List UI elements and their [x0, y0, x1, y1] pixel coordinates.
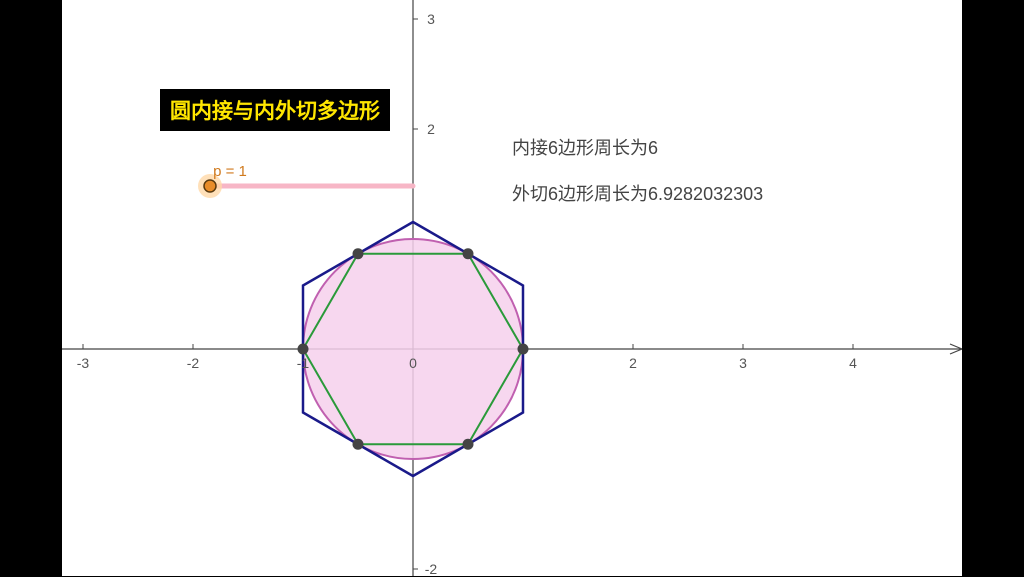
unit-circle: [303, 239, 523, 459]
x-tick-label: 2: [629, 355, 637, 371]
x-tick-label: 3: [739, 355, 747, 371]
tangent-point: [353, 439, 364, 450]
x-tick-label: 4: [849, 355, 857, 371]
tangent-point: [298, 344, 309, 355]
x-tick-label: -1: [297, 355, 309, 371]
info-inscribed: 内接6边形周长为6: [512, 134, 658, 160]
x-tick-label: 0: [409, 355, 417, 371]
y-tick-label: 3: [427, 11, 435, 27]
plot-svg: [62, 0, 962, 576]
plot-stage: 圆内接与内外切多边形 内接6边形周长为6 外切6边形周长为6.928203230…: [62, 0, 962, 576]
tangent-point: [463, 248, 474, 259]
x-tick-label: -2: [187, 355, 199, 371]
x-tick-label: -3: [77, 355, 89, 371]
y-tick-label: -2: [425, 561, 437, 577]
slider-label: p = 1: [213, 163, 247, 180]
y-tick-label: 2: [427, 121, 435, 137]
tangent-point: [353, 248, 364, 259]
slider-knob[interactable]: [204, 180, 216, 192]
tangent-point: [463, 439, 474, 450]
title-box: 圆内接与内外切多边形: [160, 89, 390, 131]
tangent-point: [518, 344, 529, 355]
info-circumscribed: 外切6边形周长为6.9282032303: [512, 180, 763, 206]
